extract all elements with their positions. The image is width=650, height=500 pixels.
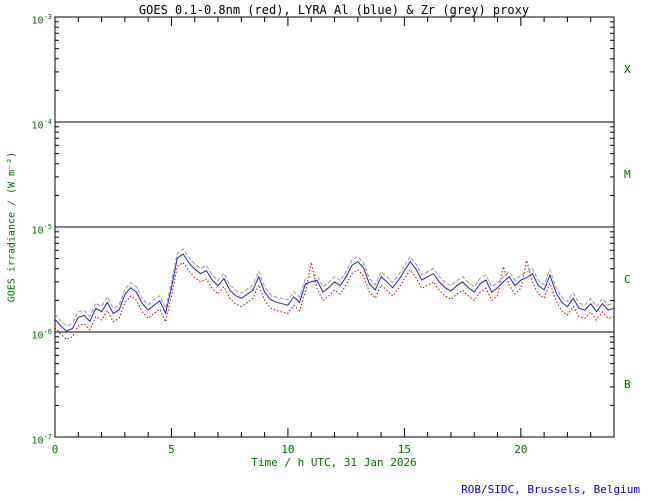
flare-class-label: C [624,272,631,286]
x-tick-label: 0 [51,443,59,456]
y-tick-label: 10-3 [31,13,52,27]
flare-class-label: B [624,377,631,391]
y-tick-label: 10-4 [31,118,52,132]
x-tick-label: 10 [281,443,295,456]
chart-title: GOES 0.1-0.8nm (red), LYRA Al (blue) & Z… [138,3,530,17]
x-axis-label: Time / h UTC, 31 Jan 2026 [251,456,417,469]
y-tick-label: 10-5 [31,223,52,237]
y-axis-label: GOES irradiance / (W m⁻²) [6,151,18,303]
x-tick-label: 20 [514,443,528,456]
y-tick-label: 10-6 [31,328,52,342]
flare-class-label: X [624,62,631,76]
x-tick-label: 15 [397,443,411,456]
credit-text: ROB/SIDC, Brussels, Belgium [461,483,640,496]
x-tick-label: 5 [168,443,175,456]
series-lyra-al-proxy [54,253,615,332]
y-tick-label: 10-7 [31,433,52,447]
series-lyra-zr-proxy [54,248,615,327]
flare-class-label: M [624,167,631,181]
series-goes-0-1-0-8nm [54,260,615,340]
